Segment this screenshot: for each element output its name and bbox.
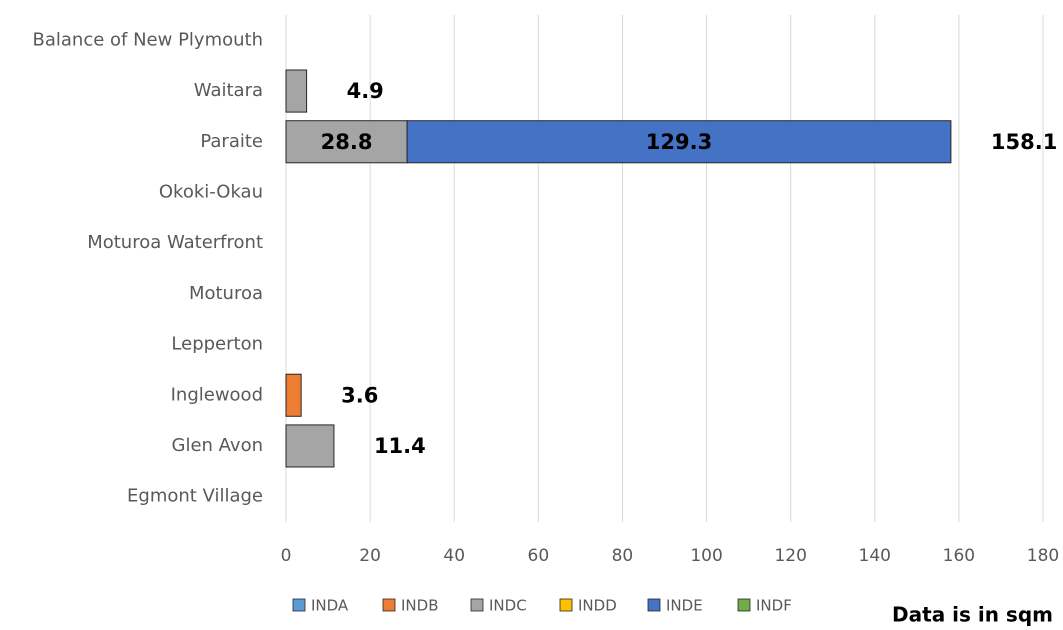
legend-label: INDE [666, 597, 703, 615]
y-tick-label: Paraite [200, 131, 263, 152]
x-tick-label: 120 [774, 546, 806, 566]
total-label: 3.6 [341, 383, 378, 407]
legend-swatch [737, 598, 751, 612]
x-tick-label: 80 [612, 546, 634, 566]
legend-swatch [470, 598, 484, 612]
y-tick-label: Balance of New Plymouth [33, 29, 264, 50]
total-label: 158.1 [991, 130, 1057, 154]
y-tick-label: Lepperton [171, 334, 263, 355]
legend-label: INDD [578, 597, 617, 615]
legend-label: INDA [311, 597, 349, 615]
bar [285, 69, 308, 113]
y-tick-label: Okoki-Okau [159, 181, 263, 202]
legend-label: INDB [401, 597, 439, 615]
x-tick-label: 20 [359, 546, 381, 566]
legend-label: INDC [489, 597, 527, 615]
bar [406, 120, 952, 164]
y-tick-label: Moturoa [189, 283, 263, 304]
y-tick-label: Moturoa Waterfront [87, 232, 263, 253]
x-tick-label: 140 [859, 546, 891, 566]
y-tick-label: Waitara [194, 80, 263, 101]
x-tick-label: 160 [943, 546, 975, 566]
legend-swatch [647, 598, 661, 612]
y-tick-label: Egmont Village [127, 486, 263, 507]
total-label: 4.9 [347, 79, 384, 103]
legend-swatch [292, 598, 306, 612]
bar-value-label: 28.8 [321, 130, 373, 154]
y-tick-label: Inglewood [171, 384, 263, 405]
bar-value-label: 129.3 [646, 130, 712, 154]
legend-swatch [559, 598, 573, 612]
bar [285, 373, 302, 417]
legend-label: INDF [756, 597, 792, 615]
legend-swatch [382, 598, 396, 612]
x-tick-label: 0 [281, 546, 292, 566]
bar [285, 424, 335, 468]
total-label: 11.4 [374, 434, 426, 458]
x-tick-label: 60 [528, 546, 550, 566]
x-tick-label: 180 [1027, 546, 1059, 566]
x-tick-label: 100 [690, 546, 722, 566]
annotation: Data is in sqm [892, 603, 1053, 627]
x-tick-label: 40 [443, 546, 465, 566]
y-tick-label: Glen Avon [172, 435, 264, 456]
